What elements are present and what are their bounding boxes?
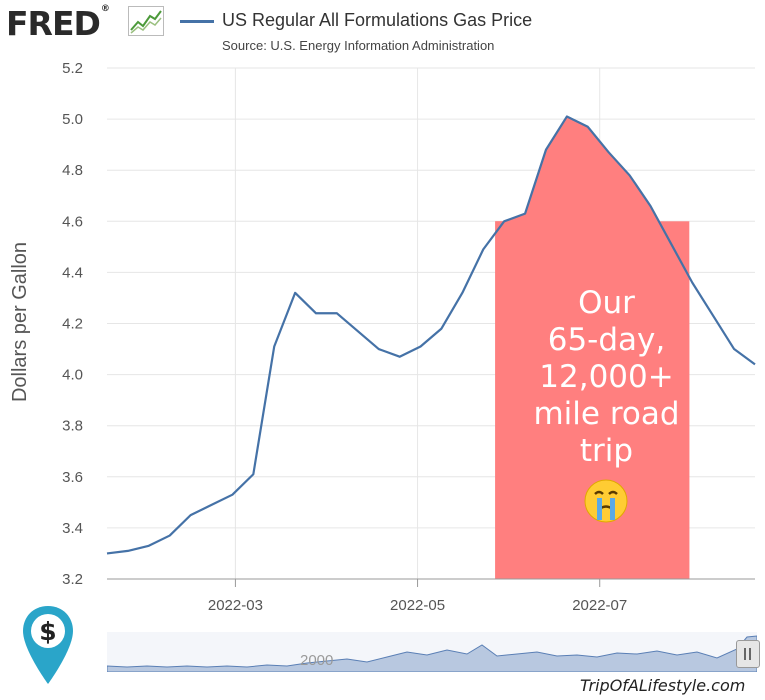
chart-source: Source: U.S. Energy Information Administ…	[222, 38, 495, 53]
y-tick-label: 4.8	[62, 162, 83, 179]
trip-annotation: Our 65-day, 12,000+ mile road trip	[513, 285, 700, 470]
legend-series-line	[180, 20, 214, 23]
y-tick-label: 3.2	[62, 571, 83, 588]
y-tick-label: 5.0	[62, 111, 83, 128]
dollar-pin-icon: $	[23, 606, 73, 684]
annotation-line: 65-day,	[547, 322, 666, 358]
crying-face-icon	[584, 479, 628, 523]
annotation-line: 12,000+	[539, 359, 674, 395]
chart-header: FRED® US Regular All Formulations Gas Pr…	[0, 0, 765, 60]
y-tick-label: 5.2	[62, 60, 83, 77]
trip-highlight-area	[495, 116, 690, 580]
site-credit: TripOfALifestyle.com	[580, 676, 746, 695]
annotation-line: trip	[579, 433, 634, 469]
y-tick-label: 3.4	[62, 520, 83, 537]
fred-logo[interactable]: FRED®	[6, 4, 110, 43]
navigator-year-label: 2000	[300, 652, 334, 669]
chart-title: US Regular All Formulations Gas Price	[222, 10, 533, 30]
x-tick-label: 2022-03	[208, 597, 263, 614]
y-tick-label: 3.6	[62, 469, 83, 486]
y-tick-label: 4.2	[62, 316, 83, 333]
y-tick-label: 4.4	[62, 264, 83, 281]
x-tick-label: 2022-05	[390, 597, 445, 614]
annotation-line: mile road	[533, 396, 680, 432]
svg-text:$: $	[39, 617, 56, 646]
fred-graph-icon	[128, 6, 164, 36]
y-tick-label: 3.8	[62, 418, 83, 435]
y-tick-label: 4.6	[62, 213, 83, 230]
gas-price-line	[106, 115, 756, 555]
range-navigator[interactable]	[107, 632, 757, 672]
navigator-handle[interactable]	[736, 640, 760, 668]
y-tick-label: 4.0	[62, 367, 83, 384]
annotation-line: Our	[578, 285, 635, 321]
x-tick-label: 2022-07	[572, 597, 627, 614]
